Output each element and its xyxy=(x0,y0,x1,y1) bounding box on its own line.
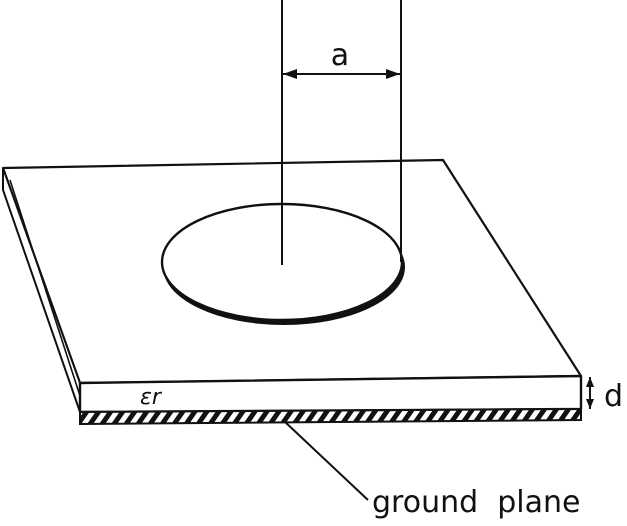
radius-label: a xyxy=(331,38,349,73)
thickness-arrow-top xyxy=(586,377,594,387)
ground-plane xyxy=(79,407,582,426)
radius-arrow-right xyxy=(386,69,400,79)
ground-plane-label: ground plane xyxy=(372,485,580,520)
substrate-left-edge-inner xyxy=(9,179,83,403)
thickness-arrow-bottom xyxy=(586,399,594,409)
radius-arrow-left xyxy=(283,69,297,79)
ground-plane-leader-line xyxy=(283,420,369,501)
thickness-label: d xyxy=(604,379,623,414)
permittivity-label: εr xyxy=(140,385,163,410)
